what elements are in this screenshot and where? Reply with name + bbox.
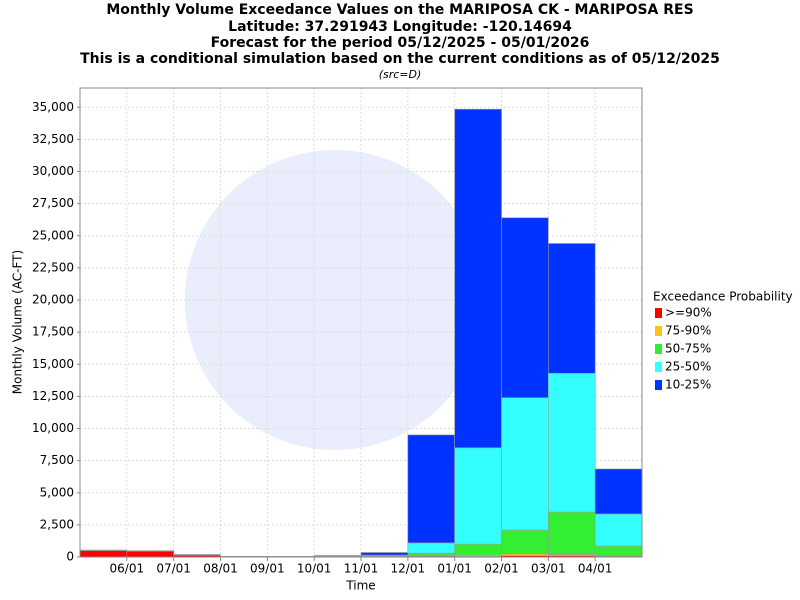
x-tick-label: 12/01 (391, 562, 426, 576)
legend-swatch (655, 362, 662, 372)
bar-segment (594, 513, 643, 547)
y-tick-label: 27,500 (32, 196, 74, 210)
legend-swatch (655, 308, 662, 318)
y-tick-label: 22,500 (32, 260, 74, 274)
x-tick-label: 11/01 (344, 562, 379, 576)
legend-label: 75-90% (665, 324, 711, 338)
bar-segment (548, 243, 596, 374)
y-tick-label: 30,000 (32, 164, 74, 178)
bar-segment (126, 550, 174, 558)
bar-segment (454, 108, 502, 449)
legend-swatch (655, 380, 662, 390)
y-tick-label: 25,000 (32, 228, 74, 242)
plot-border (79, 87, 643, 558)
x-tick-label: 08/01 (203, 562, 238, 576)
y-tick-label: 7,500 (40, 453, 74, 467)
bar-segment (548, 511, 596, 555)
legend-label: >=90% (665, 306, 712, 320)
chart-subtitle: Latitude: 37.291943 Longitude: -120.1469… (228, 19, 572, 35)
y-tick-label: 15,000 (32, 357, 74, 371)
watermark (185, 150, 485, 450)
bar-segment (407, 542, 455, 554)
bar-segment (501, 529, 549, 555)
x-tick-label: 03/01 (531, 562, 566, 576)
legend-swatch (655, 344, 662, 354)
y-tick-label: 32,500 (32, 132, 74, 146)
bar-segment (548, 372, 596, 513)
bar-segment (594, 545, 643, 557)
x-tick-label: 01/01 (437, 562, 472, 576)
legend-label: 50-75% (665, 342, 711, 356)
y-tick-label: 35,000 (32, 100, 74, 114)
watermark-logo (185, 150, 485, 450)
bar-segment (501, 217, 549, 398)
y-tick-label: 12,500 (32, 389, 74, 403)
x-tick-label: 10/01 (297, 562, 332, 576)
x-tick-label: 09/01 (250, 562, 285, 576)
bar-segment (79, 550, 128, 558)
legend-title: Exceedance Probability (653, 290, 793, 304)
y-tick-label: 10,000 (32, 421, 74, 435)
y-tick-label: 17,500 (32, 325, 74, 339)
chart-title: Monthly Volume Exceedance Values on the … (106, 2, 693, 18)
bar-segment (454, 543, 502, 556)
bar-segment (501, 397, 549, 531)
chart-note: (src=D) (379, 68, 422, 81)
x-tick-label: 07/01 (156, 562, 191, 576)
chart-subtitle: Forecast for the period 05/12/2025 - 05/… (211, 35, 590, 51)
legend-label: 25-50% (665, 360, 711, 374)
x-tick-label: 04/01 (578, 562, 613, 576)
chart-subtitle: This is a conditional simulation based o… (80, 51, 720, 67)
x-axis-label: Time (345, 579, 375, 593)
bar-segment (454, 447, 502, 545)
legend-swatch (655, 326, 662, 336)
y-tick-label: 20,000 (32, 293, 74, 307)
x-tick-label: 06/01 (110, 562, 145, 576)
y-tick-label: 0 (66, 550, 74, 564)
x-tick-label: 02/01 (484, 562, 519, 576)
bar-segment (360, 552, 409, 556)
bar-segment (407, 434, 455, 544)
bar-segment (594, 468, 643, 515)
y-tick-label: 5,000 (40, 485, 74, 499)
y-axis-label: Monthly Volume (AC-FT) (11, 250, 25, 394)
legend-label: 10-25% (665, 378, 711, 392)
y-tick-label: 2,500 (40, 517, 74, 531)
